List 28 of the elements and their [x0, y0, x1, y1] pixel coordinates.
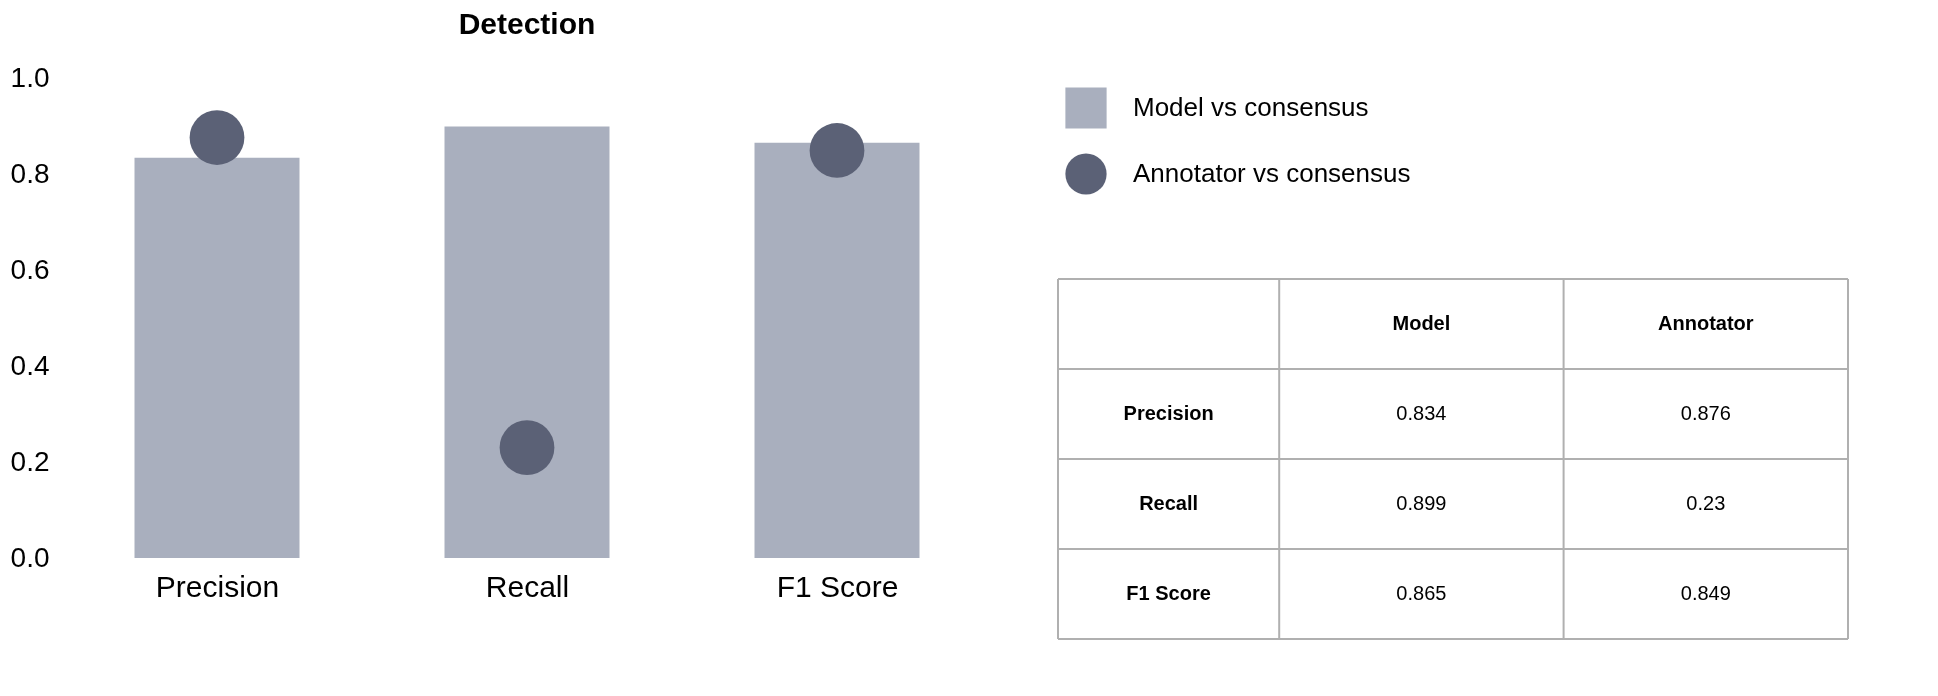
data-label: 0.899: [1396, 492, 1447, 514]
data-label: 0.876: [1680, 402, 1731, 424]
x-tick-label: Model: [1392, 312, 1451, 334]
data-label: 0.23: [1686, 492, 1726, 514]
x-tick-label: Recall: [485, 569, 570, 603]
y-tick-label: 0.0: [10, 541, 50, 573]
chart-title: Detection: [458, 7, 596, 40]
point: [499, 420, 555, 475]
y-tick-label: Recall: [1139, 492, 1199, 514]
legend-label: Annotator vs consensus: [1133, 158, 1411, 188]
y-tick-label: 0.2: [10, 445, 50, 477]
bar: [444, 126, 610, 558]
point: [809, 123, 865, 178]
y-tick-label: 0.6: [10, 253, 50, 285]
y-tick-label: 0.4: [10, 349, 50, 381]
y-tick-label: Precision: [1123, 402, 1214, 424]
legend-label: Model vs consensus: [1133, 92, 1369, 122]
data-label: 0.834: [1396, 402, 1447, 424]
x-tick-label: F1 Score: [776, 569, 899, 603]
point: [189, 110, 245, 165]
data-label: 0.865: [1396, 582, 1447, 604]
x-tick-label: Precision: [155, 569, 280, 603]
bar: [754, 142, 920, 558]
y-tick-label: 0.8: [10, 157, 50, 189]
bar: [134, 157, 300, 558]
y-tick-label: 1.0: [10, 61, 50, 93]
data-label: 0.849: [1680, 582, 1731, 604]
x-tick-label: Annotator: [1658, 312, 1754, 334]
